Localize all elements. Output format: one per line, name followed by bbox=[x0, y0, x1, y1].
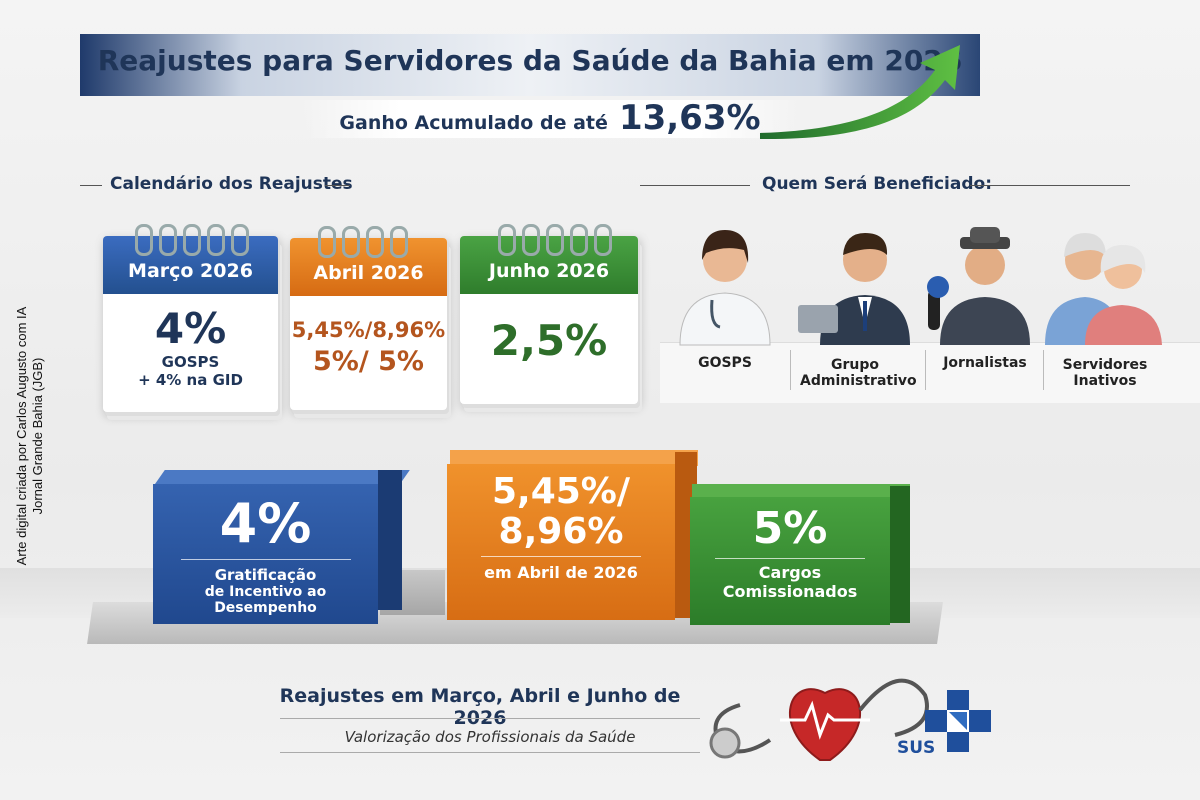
calendar-card: Junho 2026 2,5% bbox=[460, 224, 638, 404]
calendar-value: 4% bbox=[154, 304, 227, 353]
calendar-value: 2,5% bbox=[490, 316, 608, 365]
separator bbox=[180, 559, 351, 560]
ring bbox=[318, 226, 336, 258]
block-value: 5,45%/ bbox=[491, 471, 631, 512]
beneficiary-text: Administrativo bbox=[800, 373, 917, 389]
divider bbox=[1043, 350, 1044, 390]
credit-line: Arte digital criada por Carlos Augusto c… bbox=[14, 306, 29, 566]
footer-subtitle: Valorização dos Profissionais da Saúde bbox=[344, 728, 636, 746]
beneficiary-text: Inativos bbox=[1073, 373, 1137, 389]
block-side bbox=[890, 486, 910, 623]
doctor bbox=[679, 230, 771, 346]
sus-logo-text: SUS bbox=[897, 738, 936, 758]
ring bbox=[498, 224, 516, 256]
ring bbox=[231, 224, 249, 256]
calendar-card: Março 2026 4% GOSPS + 4% na GID bbox=[103, 224, 278, 412]
ring bbox=[207, 224, 225, 256]
calendar-month: Junho 2026 bbox=[460, 236, 638, 294]
block: 5,45%/ 8,96% em Abril de 2026 bbox=[447, 464, 675, 620]
block-top bbox=[692, 484, 910, 498]
block: 4% Gratificação de Incentivo ao Desempen… bbox=[153, 484, 378, 624]
section-title: Quem Será Beneficiado: bbox=[762, 174, 993, 194]
beneficiary-text: GOSPS bbox=[698, 355, 752, 371]
footer-rule bbox=[280, 752, 700, 753]
section-rule bbox=[325, 185, 350, 186]
beneficiary-label: Jornalistas bbox=[935, 355, 1035, 371]
header-banner bbox=[80, 34, 980, 96]
section-title: Calendário dos Reajustes bbox=[110, 174, 353, 194]
subtitle: Ganho Acumulado de até 13,63% bbox=[330, 98, 770, 138]
separator bbox=[481, 556, 641, 557]
header-title: Reajustes para Servidores da Saúde da Ba… bbox=[97, 44, 963, 77]
section-rule bbox=[80, 185, 102, 186]
ring bbox=[390, 226, 408, 258]
block-label: de Incentivo ao Desempenho bbox=[204, 584, 327, 616]
block-label: Comissionados bbox=[722, 582, 858, 601]
divider bbox=[925, 350, 926, 390]
block-top bbox=[155, 470, 410, 484]
section-rule bbox=[640, 185, 750, 186]
block-value: 5% bbox=[752, 503, 828, 554]
calendar-note: + 4% na GID bbox=[138, 371, 243, 389]
block-label: em Abril de 2026 bbox=[484, 563, 638, 582]
section-rule bbox=[970, 185, 1130, 186]
ring bbox=[366, 226, 384, 258]
block-label: Cargos bbox=[758, 563, 822, 582]
ring bbox=[570, 224, 588, 256]
growth-arrow bbox=[760, 45, 960, 140]
beneficiary-text: Jornalistas bbox=[943, 355, 1027, 371]
ring bbox=[594, 224, 612, 256]
beneficiary-illustrations bbox=[679, 227, 1162, 346]
block-side bbox=[378, 470, 402, 610]
footer-title: Reajustes em Março, Abril e Junho de 202… bbox=[279, 685, 681, 729]
separator bbox=[715, 558, 865, 559]
sus-cross bbox=[925, 690, 991, 752]
calendar-card: Abril 2026 5,45%/8,96% 5%/ 5% bbox=[290, 226, 447, 410]
credit-line: Jornal Grande Bahia (JGB) bbox=[30, 357, 45, 515]
ring bbox=[522, 224, 540, 256]
heart-stethoscope bbox=[709, 678, 929, 761]
calendar-note: GOSPS bbox=[161, 353, 220, 371]
calendar-value: 5%/ 5% bbox=[313, 346, 424, 377]
ring bbox=[135, 224, 153, 256]
divider bbox=[790, 350, 791, 390]
beneficiary-text: Servidores bbox=[1062, 357, 1148, 373]
block-top bbox=[450, 450, 698, 466]
beneficiary-shelf bbox=[660, 342, 1200, 403]
administrator bbox=[798, 233, 910, 345]
journalist bbox=[927, 227, 1030, 345]
subtitle-band bbox=[300, 100, 800, 138]
credit: Arte digital criada por Carlos Augusto c… bbox=[14, 256, 46, 616]
beneficiary-label: Servidores Inativos bbox=[1050, 357, 1160, 389]
beneficiary-label: GOSPS bbox=[680, 355, 770, 371]
ring bbox=[546, 224, 564, 256]
retirees bbox=[1045, 233, 1162, 345]
ring bbox=[183, 224, 201, 256]
footer-rule bbox=[280, 718, 700, 719]
ring bbox=[342, 226, 360, 258]
beneficiary-text: Grupo bbox=[830, 357, 879, 373]
calendar-value: 5,45%/8,96% bbox=[291, 318, 446, 342]
block: 5% Cargos Comissionados bbox=[690, 497, 890, 625]
block-value: 4% bbox=[219, 492, 312, 555]
block-value: 8,96% bbox=[498, 511, 624, 552]
ring bbox=[159, 224, 177, 256]
beneficiary-label: Grupo Administrativo bbox=[800, 357, 917, 389]
subtitle-highlight: 13,63% bbox=[618, 98, 761, 138]
subtitle-text: Ganho Acumulado de até bbox=[339, 112, 608, 134]
block-label: Gratificação bbox=[214, 566, 317, 584]
